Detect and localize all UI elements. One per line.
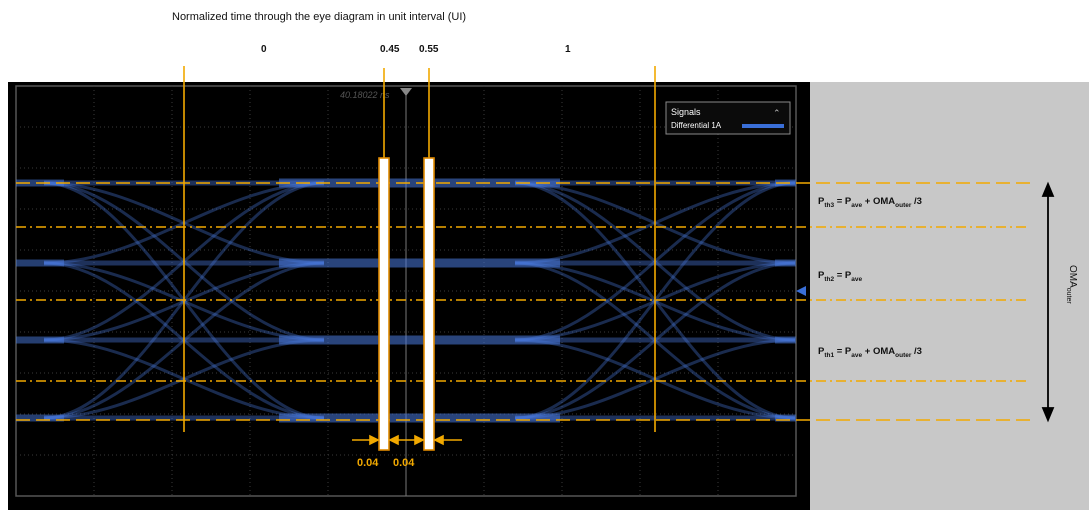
ui-tick-1: 1 <box>565 44 571 55</box>
axis-title: Normalized time through the eye diagram … <box>172 11 466 23</box>
pth3-equation: Pth3 = Pave + OMAouter /3 <box>818 196 922 209</box>
ui-tick-055: 0.55 <box>419 44 439 55</box>
scope-grid <box>16 86 796 496</box>
legend-box <box>665 101 791 135</box>
pth1-equation: Pth1 = Pave + OMAouter /3 <box>818 346 922 359</box>
sampling-window-left <box>378 157 390 451</box>
side-panel <box>810 82 1089 510</box>
eye-traces <box>16 178 796 423</box>
pth2-equation: Pth2 = Pave <box>818 270 862 283</box>
window-width-label-left: 0.04 <box>357 457 379 469</box>
sampling-window-right <box>423 157 435 451</box>
ui-tick-045: 0.45 <box>380 44 400 55</box>
oma-arrow <box>1041 181 1055 423</box>
legend-title: Signals <box>671 107 701 117</box>
window-width-label-right: 0.04 <box>393 457 415 469</box>
threshold-lines <box>16 182 1030 421</box>
oma-label: OMAouter <box>1065 265 1078 304</box>
collapse-chevron-icon[interactable]: ⌃ <box>773 108 781 118</box>
scope-screen <box>8 82 810 510</box>
ui-markers <box>183 66 656 432</box>
ui-tick-0: 0 <box>261 44 267 55</box>
legend-entry-label: Differential 1A <box>671 121 722 130</box>
trigger-marker-icon <box>400 88 412 96</box>
signals-legend: Signals ⌃ Differential 1A <box>665 101 791 135</box>
legend-entry-swatch <box>742 124 784 128</box>
window-width-arrows <box>352 434 462 446</box>
time-readout: 40.18022 ns <box>340 90 390 100</box>
level-marker-icon <box>796 286 806 296</box>
